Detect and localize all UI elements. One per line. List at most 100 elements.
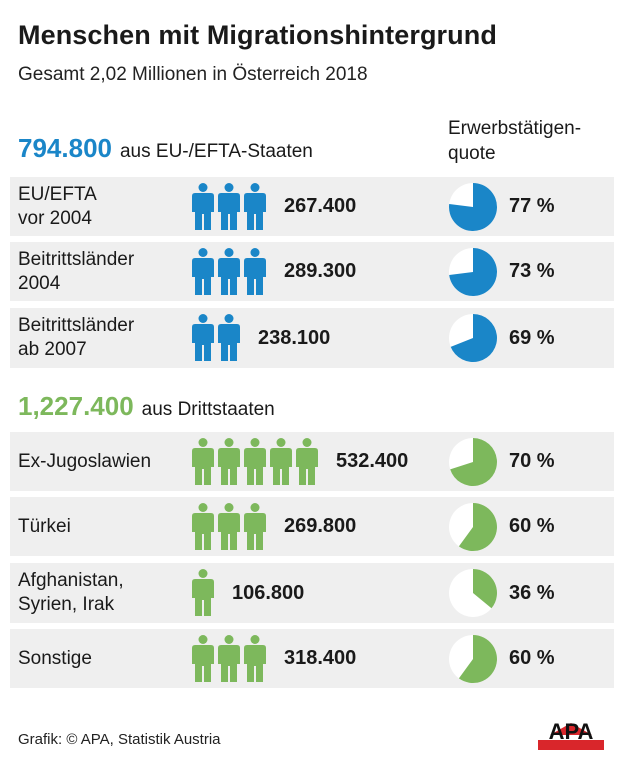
quote-header-line2: quote xyxy=(448,143,496,164)
row-label-line1: Sonstige xyxy=(18,647,92,669)
row-label: Sonstige xyxy=(18,629,193,688)
table-row: Türkei 269.800 60 % xyxy=(10,497,614,556)
row-label-line2: ab 2007 xyxy=(18,339,87,360)
person-icon xyxy=(192,437,214,485)
row-label-text: Sonstige xyxy=(18,647,92,671)
quote-pie xyxy=(449,437,497,486)
person-icon xyxy=(218,314,240,361)
person-icon xyxy=(218,437,240,485)
row-label: Beitrittsländer ab 2007 xyxy=(18,308,193,368)
table-row: Sonstige 318.400 60 % xyxy=(10,629,614,688)
row-label-line1: Afghanistan, xyxy=(18,570,124,591)
quote-pie xyxy=(449,634,497,683)
row-label-line1: EU/EFTA xyxy=(18,183,97,205)
pie-slice xyxy=(450,314,498,362)
table-row: Beitrittsländer ab 2007 238.100 69 % xyxy=(10,308,614,368)
row-value: 269.800 xyxy=(284,515,357,537)
person-icon xyxy=(192,502,214,550)
quote-label: 73 % xyxy=(509,260,555,282)
person-icons: 532.400 xyxy=(192,432,408,491)
quote-label: 60 % xyxy=(509,515,555,537)
row-label: Türkei xyxy=(18,497,193,556)
group-total-third: 1,227.400 xyxy=(18,391,134,421)
apa-logo-text: APA xyxy=(549,719,594,744)
apa-logo-triangle xyxy=(550,723,592,735)
group-total-eu: 794.800 xyxy=(18,133,112,163)
row-label-line1: Beitrittsländer xyxy=(18,315,135,336)
row-label-text: Türkei xyxy=(18,515,71,539)
table-row: Afghanistan, Syrien, Irak 106.800 36 % xyxy=(10,563,614,623)
row-label-line1: Beitrittsländer xyxy=(18,248,135,270)
row-value: 318.400 xyxy=(284,647,357,669)
apa-logo-bar xyxy=(538,740,604,750)
group-label-third: aus Drittstaaten xyxy=(141,399,275,420)
person-icon xyxy=(244,502,266,550)
row-label-text: EU/EFTA vor 2004 xyxy=(18,183,97,231)
pie-slice xyxy=(449,182,498,231)
person-icon xyxy=(192,182,214,230)
person-icon xyxy=(192,314,214,361)
row-value: 267.400 xyxy=(284,195,357,217)
person-icon xyxy=(244,182,266,230)
row-label-line2: Syrien, Irak xyxy=(18,594,115,615)
quote-label: 70 % xyxy=(509,450,555,472)
group-label-eu: aus EU-/EFTA-Staaten xyxy=(119,141,313,162)
pie-slice xyxy=(450,437,497,486)
row-value: 106.800 xyxy=(232,581,305,604)
row-label-line1: Ex-Jugoslawien xyxy=(18,450,152,472)
person-icon xyxy=(244,247,266,295)
row-label: EU/EFTA vor 2004 xyxy=(18,177,193,236)
row-label-text: Afghanistan, Syrien, Irak xyxy=(18,569,124,617)
row-label: Beitrittsländer 2004 xyxy=(18,242,193,301)
row-value: 238.100 xyxy=(258,326,331,349)
row-label-line2: vor 2004 xyxy=(18,207,92,229)
row-label-text: Beitrittsländer ab 2007 xyxy=(18,314,134,362)
quote-header-line1: Erwerbstätigen- xyxy=(448,118,582,139)
person-icon xyxy=(218,634,240,682)
row-label: Ex-Jugoslawien xyxy=(18,432,193,491)
person-icons: 289.300 xyxy=(192,242,356,301)
quote-column-header: Erwerbstätigen- quote xyxy=(448,116,581,166)
row-label-line1: Türkei xyxy=(18,515,71,537)
quote-pie xyxy=(449,502,497,551)
chart-subtitle: Gesamt 2,02 Millionen in Österreich 2018 xyxy=(18,64,368,85)
table-row: EU/EFTA vor 2004 267.400 77 % xyxy=(10,177,614,236)
table-row: Ex-Jugoslawien 532.400 70 % xyxy=(10,432,614,491)
quote-label: 36 % xyxy=(509,581,555,604)
person-icon xyxy=(218,502,240,550)
person-icon xyxy=(244,634,266,682)
person-icons: 318.400 xyxy=(192,629,356,688)
quote-label: 77 % xyxy=(509,195,555,217)
quote-pie xyxy=(449,247,498,296)
row-value: 532.400 xyxy=(336,450,409,472)
row-label-text: Ex-Jugoslawien xyxy=(18,450,151,474)
chart-title: Menschen mit Migrationshintergrund xyxy=(18,20,497,50)
quote-label: 69 % xyxy=(509,326,555,349)
person-icon xyxy=(244,437,266,485)
pie-slice xyxy=(458,634,497,683)
table-row: Beitrittsländer 2004 289.300 73 % xyxy=(10,242,614,301)
person-icon xyxy=(218,247,240,295)
row-label-text: Beitrittsländer 2004 xyxy=(18,248,134,296)
apa-logo: APA xyxy=(538,719,604,750)
person-icons: 238.100 xyxy=(192,308,330,368)
quote-pie xyxy=(449,314,498,362)
row-value: 289.300 xyxy=(284,260,357,282)
person-icon xyxy=(296,437,318,485)
person-icons: 269.800 xyxy=(192,497,356,556)
person-icon xyxy=(192,569,214,616)
person-icons: 267.400 xyxy=(192,177,356,236)
person-icons: 106.800 xyxy=(192,563,304,623)
group-heading-eu: 794.800 aus EU-/EFTA-Staaten xyxy=(18,133,313,164)
quote-pie xyxy=(449,569,497,617)
quote-pie xyxy=(449,182,498,231)
person-icon xyxy=(218,182,240,230)
person-icon xyxy=(270,437,292,485)
person-icon xyxy=(192,247,214,295)
row-label-line2: 2004 xyxy=(18,272,61,294)
pie-slice xyxy=(473,569,497,609)
footer-credit: Grafik: © APA, Statistik Austria xyxy=(18,731,221,748)
quote-label: 60 % xyxy=(509,647,555,669)
person-icon xyxy=(192,634,214,682)
row-label: Afghanistan, Syrien, Irak xyxy=(18,563,193,623)
